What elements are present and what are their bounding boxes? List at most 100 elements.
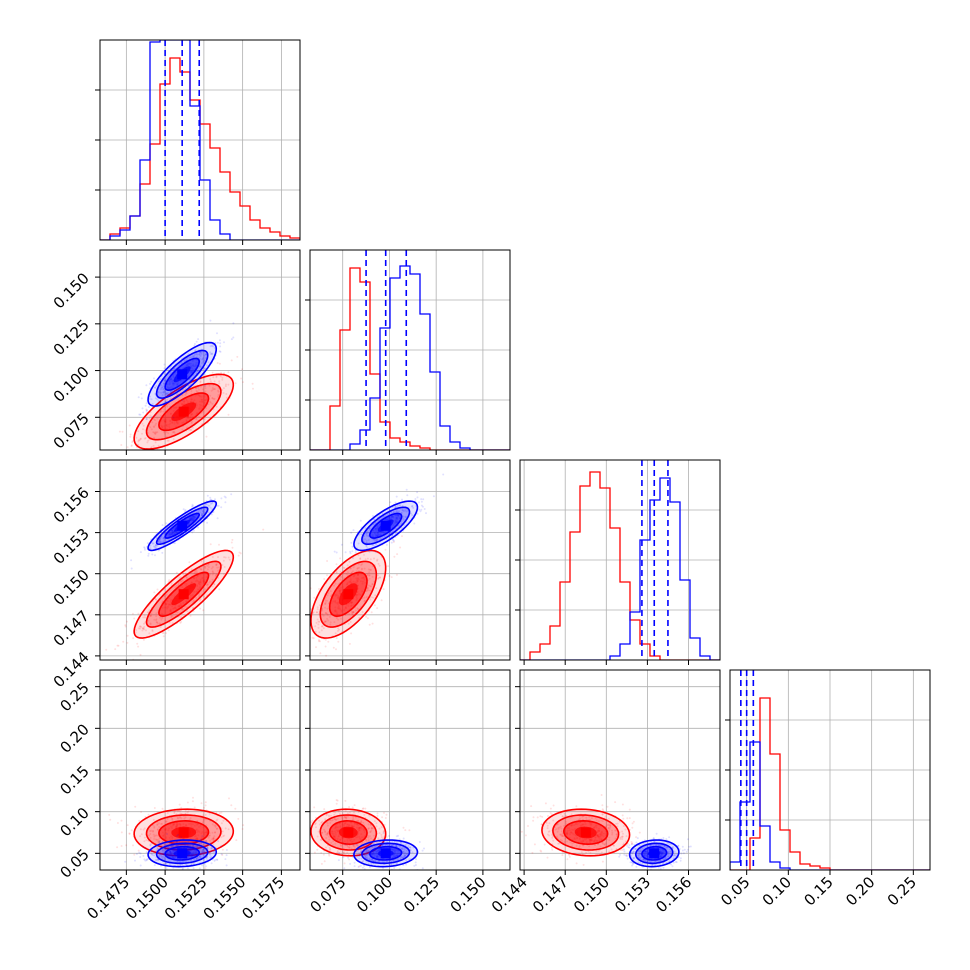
sample-point — [139, 413, 142, 416]
sample-point — [218, 350, 221, 353]
sample-point — [200, 842, 203, 845]
sample-point — [147, 813, 150, 816]
sample-point — [128, 832, 131, 835]
sample-point — [221, 854, 224, 856]
sample-point — [325, 654, 328, 657]
sample-point — [168, 621, 171, 624]
sample-point — [594, 844, 596, 847]
sample-point — [140, 811, 143, 813]
sample-point — [319, 640, 321, 643]
y-tick-label: 0.10 — [56, 804, 92, 840]
sample-point — [145, 384, 148, 387]
sample-point — [316, 835, 319, 838]
sample-point — [161, 524, 164, 527]
sample-point — [134, 631, 137, 634]
sample-point — [327, 814, 330, 817]
sample-point — [203, 359, 206, 362]
sample-point — [199, 607, 202, 610]
peak-bin — [177, 848, 188, 859]
y-tick-label: 0.05 — [56, 845, 92, 881]
sample-point — [124, 625, 127, 628]
sample-point — [344, 799, 347, 802]
x-tick-label: 0.1575 — [238, 873, 288, 923]
sample-point — [199, 365, 202, 368]
sample-point — [207, 836, 210, 839]
sample-point — [189, 429, 192, 431]
sample-point — [160, 388, 162, 391]
sample-point — [204, 862, 206, 865]
sample-point — [149, 547, 152, 550]
sample-point — [368, 574, 371, 577]
sample-point — [215, 819, 218, 822]
sample-point — [343, 816, 346, 818]
sample-point — [145, 851, 148, 854]
sample-point — [624, 828, 627, 831]
sample-point — [186, 811, 189, 814]
sample-point — [415, 858, 418, 861]
sample-point — [361, 563, 364, 566]
sample-point — [163, 363, 166, 366]
sample-point — [149, 544, 152, 547]
sample-point — [143, 628, 146, 631]
sample-point — [204, 567, 207, 570]
sample-point — [167, 439, 170, 442]
sample-point — [399, 842, 402, 845]
sample-point — [156, 398, 159, 401]
sample-point — [145, 410, 148, 412]
sample-point — [209, 319, 212, 322]
sample-point — [162, 452, 164, 454]
sample-point — [203, 376, 205, 379]
sample-point — [126, 824, 129, 827]
sample-point — [384, 548, 387, 551]
sample-point — [335, 818, 338, 821]
sample-point — [383, 811, 385, 814]
sample-point — [241, 368, 244, 371]
sample-point — [157, 399, 160, 402]
sample-point — [326, 834, 329, 836]
sample-point — [150, 380, 153, 383]
sample-point — [151, 629, 154, 632]
sample-point — [388, 835, 391, 837]
x-tick-label: 0.100 — [353, 873, 396, 916]
sample-point — [323, 860, 326, 863]
sample-point — [224, 556, 227, 559]
sample-point — [375, 543, 378, 546]
sample-point — [346, 845, 349, 848]
sample-point — [552, 839, 555, 842]
sample-point — [142, 627, 145, 630]
sample-point — [204, 865, 207, 868]
sample-point — [411, 505, 414, 507]
contour-0 — [353, 839, 419, 868]
sample-point — [200, 838, 203, 841]
sample-point — [205, 857, 208, 859]
sample-point — [557, 842, 560, 845]
sample-point — [120, 845, 123, 847]
sample-point — [209, 839, 211, 842]
contour-1 — [145, 560, 222, 628]
sample-point — [359, 557, 362, 560]
histogram-0 — [520, 471, 720, 660]
sample-point — [367, 587, 370, 589]
sample-point — [376, 574, 379, 577]
sample-point — [158, 593, 161, 596]
sample-point — [163, 373, 166, 375]
sample-point — [375, 822, 378, 825]
peak-bin — [380, 848, 391, 859]
sample-point — [365, 839, 368, 842]
sample-point — [186, 801, 189, 804]
sample-point — [227, 383, 230, 386]
sample-point — [149, 614, 152, 617]
sample-point — [159, 626, 162, 628]
sample-point — [163, 856, 165, 859]
sample-point — [581, 844, 584, 847]
sample-point — [409, 846, 412, 849]
sample-point — [190, 863, 193, 865]
sample-point — [343, 851, 346, 854]
sample-point — [360, 819, 363, 822]
sample-point — [316, 618, 319, 621]
sample-point — [164, 406, 167, 408]
sample-point — [195, 569, 198, 572]
sample-point — [622, 817, 625, 820]
sample-point — [180, 580, 183, 583]
sample-point — [154, 397, 157, 400]
